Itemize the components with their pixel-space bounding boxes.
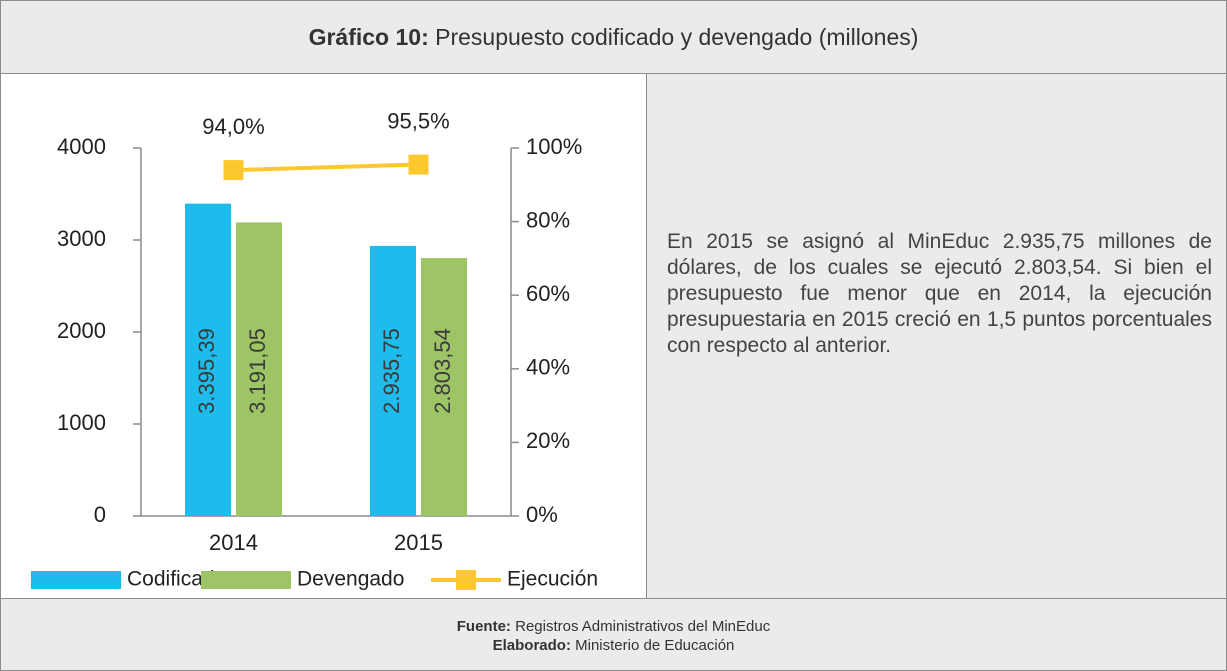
legend-label: Devengado (297, 568, 404, 591)
y2-tick-label: 100% (526, 134, 582, 159)
bar-label: 2.935,75 (379, 328, 404, 414)
y-tick-label: 3000 (57, 226, 106, 251)
footer: Fuente: Registros Administrativos del Mi… (1, 598, 1226, 670)
bar (236, 222, 282, 516)
legend-swatch (31, 571, 121, 589)
title-prefix: Gráfico 10: (308, 24, 429, 50)
source-label: Fuente: (456, 618, 511, 635)
source-text: Registros Administrativos del MinEduc (515, 618, 771, 635)
legend-label: Ejecución (507, 568, 598, 591)
y2-tick-label: 20% (526, 428, 570, 453)
author-text: Ministerio de Educación (575, 637, 735, 654)
bar (370, 245, 416, 516)
chart-title: Presupuesto codificado y devengado (mill… (435, 24, 919, 50)
header: Gráfico 10: Presupuesto codificado y dev… (1, 1, 1226, 74)
y-tick-label: 0 (94, 502, 106, 527)
y2-tick-label: 80% (526, 207, 570, 232)
x-tick-label: 2015 (394, 530, 443, 555)
y2-tick-label: 60% (526, 281, 570, 306)
paragraph: En 2015 se asignó al MinEduc 2.935,75 mi… (667, 230, 1212, 357)
bar-label: 3.395,39 (194, 328, 219, 414)
line-label: 95,5% (387, 108, 449, 133)
author-label: Elaborado: (492, 637, 571, 654)
line-marker (223, 160, 244, 181)
line-label: 94,0% (202, 114, 264, 139)
bar (421, 258, 467, 516)
bar-label: 2.803,54 (430, 328, 455, 414)
legend-marker (456, 570, 476, 590)
y-tick-label: 2000 (57, 318, 106, 343)
chart: 0 1000 2000 3000 4000 0% 20% 40% 60% 80% 100% 2014 3… (31, 108, 598, 591)
line (233, 162, 419, 173)
x-tick-label: 2014 (209, 530, 258, 555)
y-tick-label: 1000 (57, 410, 106, 435)
y2-tick-label: 40% (526, 355, 570, 380)
legend-swatch (201, 571, 291, 589)
author: Elaborado: Ministerio de Educación (1, 636, 1226, 655)
bar-label: 3.191,05 (245, 328, 270, 414)
bar (185, 203, 231, 516)
y2-tick-label: 0% (526, 502, 558, 527)
side-panel: En 2015 se asignó al MinEduc 2.935,75 mi… (646, 74, 1226, 598)
y-tick-label: 4000 (57, 134, 106, 159)
source: Fuente: Registros Administrativos del Mi… (1, 617, 1226, 636)
line-marker (408, 154, 429, 175)
